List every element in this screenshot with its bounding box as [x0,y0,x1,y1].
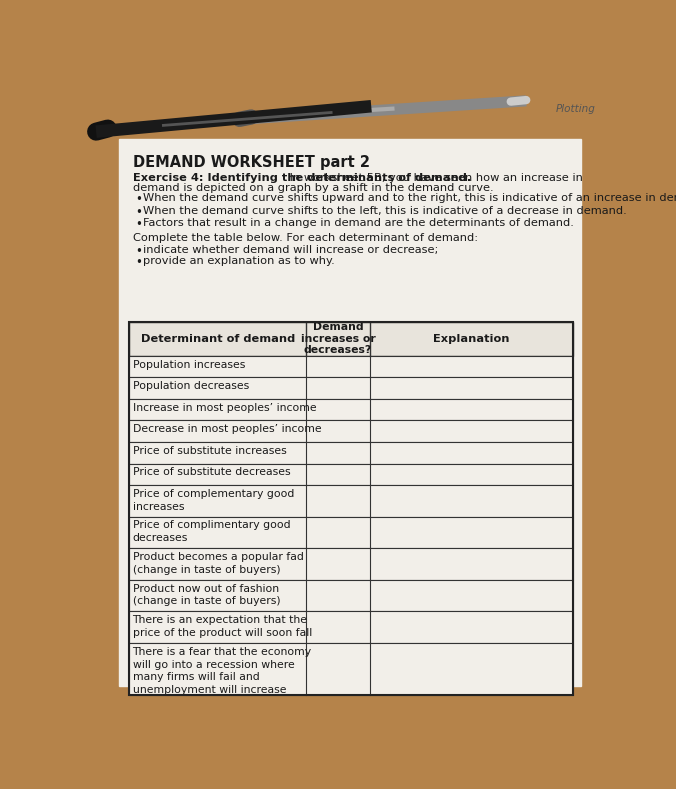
Text: There is a fear that the economy
will go into a recession where
many firms will : There is a fear that the economy will go… [132,647,312,695]
Text: Price of complimentary good
decreases: Price of complimentary good decreases [132,521,290,544]
Bar [129,377,573,398]
Text: In worksheet 5B, you have seen how an increase in: In worksheet 5B, you have seen how an in… [286,174,583,183]
Bar [129,463,573,485]
Bar [129,356,573,377]
Text: Explanation: Explanation [433,334,510,344]
Bar [129,643,573,694]
Text: indicate whether demand will increase or decrease;: indicate whether demand will increase or… [143,245,438,255]
Bar [129,611,573,643]
Bar [129,442,573,463]
Text: Demand
increases or
decreases?: Demand increases or decreases? [301,322,375,355]
Text: Population increases: Population increases [132,360,245,369]
Text: Product becomes a popular fad
(change in taste of buyers): Product becomes a popular fad (change in… [132,552,304,575]
Text: Product now out of fashion
(change in taste of buyers): Product now out of fashion (change in ta… [132,584,280,607]
Bar [129,485,573,517]
Text: Decrease in most peoples’ income: Decrease in most peoples’ income [132,424,321,434]
Bar [120,140,581,686]
Text: When the demand curve shifts to the left, this is indicative of a decrease in de: When the demand curve shifts to the left… [143,206,627,215]
Text: Population decreases: Population decreases [132,381,249,391]
Text: Price of complementary good
increases: Price of complementary good increases [132,489,294,512]
Text: provide an explanation as to why.: provide an explanation as to why. [143,256,335,266]
Text: •: • [135,206,142,219]
Text: When the demand curve shifts upward and to the right, this is indicative of an i: When the demand curve shifts upward and … [143,193,676,204]
Text: DEMAND WORKSHEET part 2: DEMAND WORKSHEET part 2 [132,155,370,170]
Bar [129,421,573,442]
Text: Price of substitute increases: Price of substitute increases [132,446,287,456]
Text: Price of substitute decreases: Price of substitute decreases [132,467,290,477]
Text: •: • [135,256,142,268]
Bar [129,548,573,580]
Text: Exercise 4: Identifying the determinants of demand.: Exercise 4: Identifying the determinants… [132,174,470,183]
Text: Increase in most peoples’ income: Increase in most peoples’ income [132,402,316,413]
Text: There is an expectation that the
price of the product will soon fall: There is an expectation that the price o… [132,615,312,638]
Text: •: • [135,245,142,258]
Bar [129,322,573,694]
Bar [129,398,573,421]
Text: Determinant of demand: Determinant of demand [141,334,295,344]
Text: •: • [135,218,142,231]
Text: Factors that result in a change in demand are the determinants of demand.: Factors that result in a change in deman… [143,218,573,228]
Text: Plotting: Plotting [556,104,596,114]
Text: •: • [135,193,142,206]
Bar [129,322,573,356]
Bar [129,580,573,611]
Text: demand is depicted on a graph by a shift in the demand curve.: demand is depicted on a graph by a shift… [132,183,493,193]
Bar [129,517,573,548]
Text: Complete the table below. For each determinant of demand:: Complete the table below. For each deter… [132,234,478,243]
